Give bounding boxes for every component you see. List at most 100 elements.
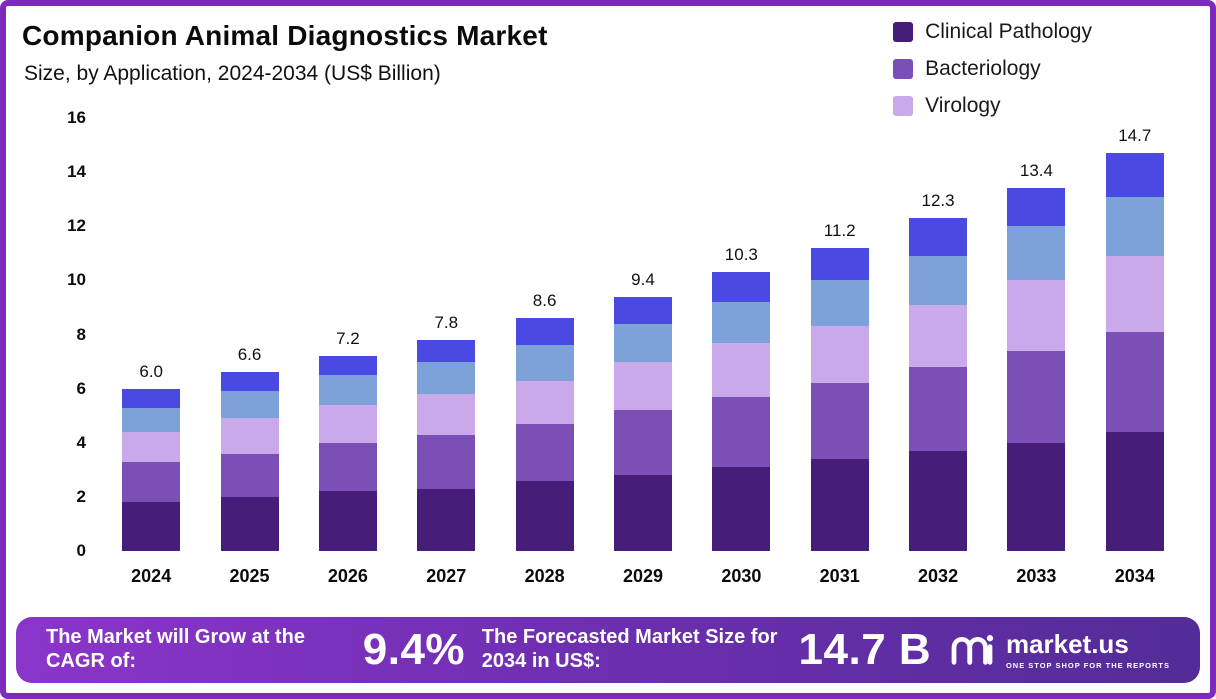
bar-2027: 7.8: [397, 118, 495, 551]
bar-segment-5: [1007, 188, 1066, 227]
bar-stack: [1105, 153, 1164, 551]
bar-2030: 10.3: [692, 118, 790, 551]
bar-stack: [712, 272, 771, 551]
bar-value-label: 7.8: [434, 312, 459, 332]
bar-value-label: 13.4: [1019, 161, 1053, 181]
bar-segment-4: [1007, 226, 1066, 281]
y-tick-label: 14: [67, 162, 86, 182]
bar-segment-4: [220, 391, 279, 419]
bar-segment-4: [515, 345, 574, 381]
bar-segment-4: [122, 407, 181, 432]
bar-segment-3: [810, 326, 869, 384]
y-tick-label: 4: [76, 432, 86, 452]
bar-stack: [515, 318, 574, 551]
page-title: Companion Animal Diagnostics Market: [22, 20, 548, 51]
bar-segment-4: [712, 302, 771, 343]
page-subtitle: Size, by Application, 2024-2034 (US$ Bil…: [24, 62, 441, 85]
bar-segment-4: [810, 280, 869, 327]
bar-segment-4: [909, 256, 968, 305]
bar-segment-3: [417, 394, 476, 435]
bar-segment-4: [613, 323, 672, 362]
bar-value-label: 12.3: [921, 191, 955, 211]
bar-segment-1: [417, 488, 476, 551]
x-tick-label: 2026: [327, 566, 368, 586]
bar-segment-2: [613, 410, 672, 476]
bar-value-label: 14.7: [1118, 126, 1152, 146]
brand-tagline: ONE STOP SHOP FOR THE REPORTS: [1005, 660, 1170, 670]
x-tick-label: 2032: [918, 566, 959, 586]
x-tick-label: 2025: [229, 566, 270, 586]
market-us-logo-icon: [951, 635, 994, 665]
bar-segment-3: [712, 342, 771, 397]
bar-segment-3: [1105, 256, 1164, 332]
bar-segment-5: [220, 372, 279, 392]
bar-stack: [810, 247, 869, 551]
brand-text: market.us ONE STOP SHOP FOR THE REPORTS: [1006, 631, 1170, 670]
bar-segment-5: [712, 272, 771, 303]
market-us-brand: market.us ONE STOP SHOP FOR THE REPORTS: [948, 631, 1170, 670]
bar-segment-5: [122, 388, 181, 408]
bar-segment-1: [712, 467, 771, 551]
bar-segment-4: [417, 361, 476, 395]
bar-2034: 14.7: [1086, 118, 1184, 551]
x-tick-label: 2030: [721, 566, 762, 586]
bar-segment-1: [810, 459, 869, 551]
bar-stack: [122, 388, 181, 551]
bar-segment-1: [220, 496, 279, 551]
bar-segment-5: [810, 247, 869, 281]
bar-segment-2: [909, 366, 968, 451]
bar-2029: 9.4: [594, 118, 692, 551]
legend-label: Virology: [925, 94, 1001, 117]
bar-segment-3: [220, 418, 279, 454]
bar-2024: 6.0: [102, 118, 200, 551]
plot-area: 0 2 4 6 8 10 12 14 16 6.0 6.6 7.2 7.8 8.6 9.4 10.3 11.2…: [67, 108, 1184, 560]
bar-2025: 6.6: [200, 118, 298, 551]
bar-segment-3: [122, 431, 181, 462]
bar-2028: 8.6: [495, 118, 593, 551]
x-tick-label: 2024: [131, 566, 172, 586]
bar-value-label: 6.0: [139, 361, 163, 381]
bar-value-label: 7.2: [336, 329, 360, 349]
bar-segment-2: [1007, 350, 1066, 443]
bar-segment-1: [1105, 431, 1164, 551]
bar-stack: [417, 339, 476, 551]
x-tick-label: 2027: [426, 566, 467, 586]
bar-segment-4: [318, 375, 377, 405]
x-tick-label: 2034: [1114, 566, 1155, 586]
bar-2026: 7.2: [299, 118, 397, 551]
brand-name: market.us: [1005, 628, 1129, 659]
bar-segment-5: [909, 218, 968, 257]
bar-segment-3: [1007, 280, 1066, 351]
bar-segment-5: [318, 356, 377, 376]
legend-swatch-clinical-pathology: [893, 22, 914, 42]
y-tick-label: 10: [67, 270, 86, 290]
bar-value-label: 11.2: [823, 220, 856, 240]
bar-stack: [909, 218, 968, 551]
y-tick-label: 12: [67, 216, 86, 236]
bar-stack: [1007, 188, 1066, 551]
legend-label: Bacteriology: [925, 57, 1041, 80]
bar-value-label: 10.3: [724, 245, 758, 265]
bar-segment-2: [122, 461, 181, 503]
legend-item-virology: Virology: [893, 94, 1092, 118]
bar-segment-5: [1105, 153, 1164, 197]
forecast-label: The Forecasted Market Size for 2034 in U…: [481, 626, 778, 672]
x-tick-label: 2028: [524, 566, 565, 586]
x-tick-label: 2029: [622, 566, 663, 586]
bar-segment-1: [122, 502, 181, 551]
legend-swatch-bacteriology: [893, 59, 914, 79]
y-tick-label: 0: [76, 541, 86, 560]
bar-segment-5: [515, 318, 574, 346]
forecast-value: 14.7 B: [798, 625, 932, 674]
bar-segment-3: [909, 304, 968, 367]
bar-segment-2: [220, 453, 279, 497]
legend-label: Clinical Pathology: [925, 20, 1092, 43]
bar-stack: [613, 296, 672, 551]
bar-segment-4: [1105, 196, 1164, 257]
bar-segment-1: [613, 475, 672, 551]
x-tick-label: 2031: [819, 566, 860, 586]
cagr-label: The Market will Grow at the CAGR of:: [46, 626, 305, 672]
x-axis: 2024 2025 2026 2027 2028 2029 2030 2031 2032 2033…: [102, 566, 1184, 587]
bar-segment-1: [515, 480, 574, 551]
